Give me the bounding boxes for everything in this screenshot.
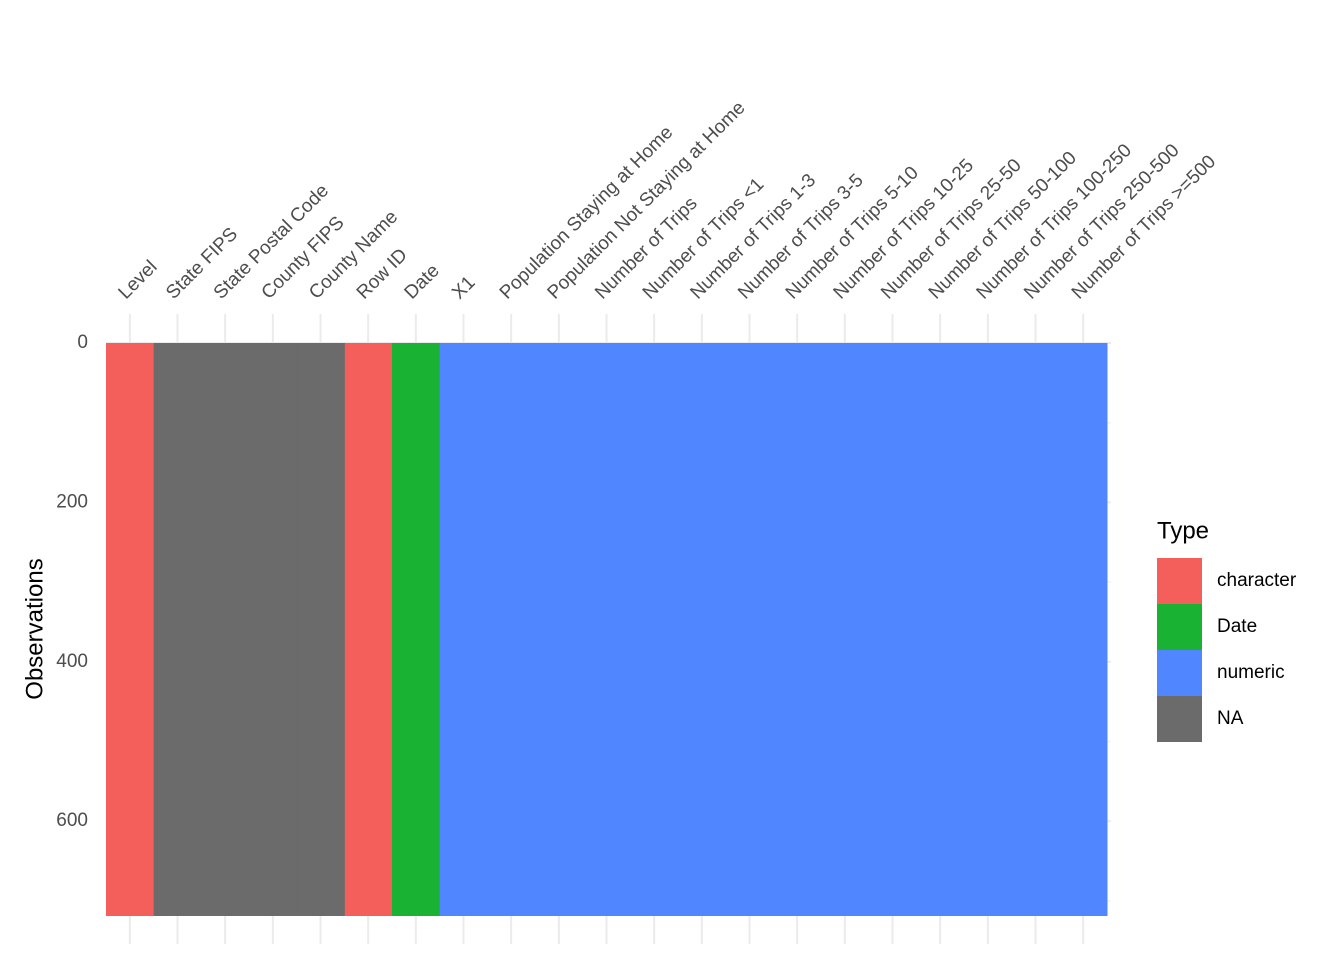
tiles [106,343,1108,916]
tile [344,343,393,916]
tile [630,343,679,916]
y-tick-label: 600 [56,810,88,831]
tile [535,343,584,916]
legend-label: numeric [1217,662,1285,683]
tile [439,343,488,916]
tile [725,343,774,916]
legend-label: NA [1217,708,1244,729]
tile [868,343,917,916]
legend-key [1157,650,1202,696]
x-tick-label: Level [115,257,162,304]
tile [678,343,727,916]
legend-key [1157,696,1202,742]
y-tick-label: 0 [77,332,88,353]
legend-key [1157,558,1202,604]
y-axis-title: Observations [21,558,48,699]
tile [1011,343,1060,916]
y-tick-label: 400 [56,651,88,672]
legend-title: Type [1157,517,1209,544]
tile [392,343,441,916]
legend-label: character [1217,570,1297,591]
x-tick-label: X1 [448,272,479,303]
legend-label: Date [1217,616,1257,637]
tile [773,343,822,916]
tile [582,343,631,916]
tile [296,343,345,916]
tile [153,343,202,916]
tile [487,343,536,916]
tile [821,343,870,916]
tile [1059,343,1108,916]
tile [249,343,298,916]
tile [201,343,250,916]
x-tick-label: Date [401,260,444,303]
tile [916,343,965,916]
y-tick-label: 200 [56,491,88,512]
legend-key [1157,604,1202,650]
tile [964,343,1013,916]
tile [106,343,155,916]
